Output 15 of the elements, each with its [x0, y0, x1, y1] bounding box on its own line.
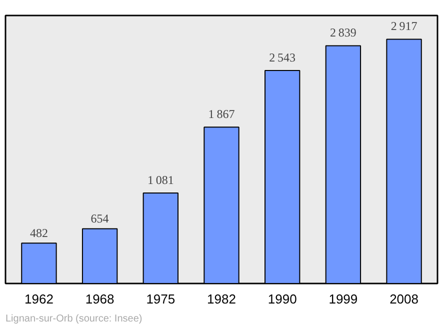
data-label: 2 839	[330, 26, 356, 40]
data-label: 482	[30, 226, 48, 240]
data-label: 1 867	[208, 107, 235, 122]
x-tick-label: 2008	[390, 292, 418, 306]
x-tick-label: 1990	[268, 292, 297, 306]
x-tick-label: 1975	[146, 292, 176, 306]
data-label: 2 917	[390, 19, 418, 34]
data-label: 654	[90, 212, 109, 226]
data-label: 2 543	[269, 50, 296, 65]
x-tick-label: 1999	[328, 292, 358, 306]
text: Lignan-sur-Orb (source: Insee)	[6, 314, 142, 324]
x-tick-label: 1982	[207, 292, 236, 306]
x-tick-label: 1968	[85, 292, 114, 306]
x-tick-label: 1962	[24, 292, 54, 306]
data-label: 1 081	[147, 172, 174, 187]
